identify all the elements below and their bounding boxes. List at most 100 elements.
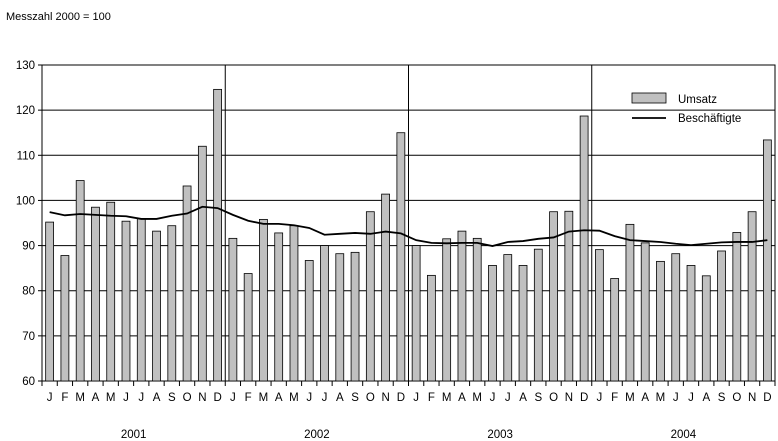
legend-label-beschaeftigte: Beschäftigte <box>678 113 741 125</box>
bar-umsatz <box>442 238 452 382</box>
y-tick-label: 130 <box>16 60 35 72</box>
bar-umsatz <box>365 211 375 382</box>
x-tick-label: A <box>519 392 527 404</box>
x-tick-label: M <box>106 392 116 404</box>
x-tick-label: J <box>413 392 419 404</box>
x-tick-label: A <box>641 392 649 404</box>
x-tick-label: D <box>580 392 588 404</box>
x-tick-label: S <box>718 392 726 404</box>
x-tick-label: J <box>306 392 312 404</box>
chart-subtitle: Messzahl 2000 = 100 <box>6 11 111 23</box>
x-tick-label: N <box>748 392 756 404</box>
x-tick-label: O <box>366 392 375 404</box>
bar-umsatz <box>91 206 100 382</box>
x-tick-label: J <box>322 392 328 404</box>
bar-umsatz <box>381 193 390 382</box>
x-tick-label: N <box>198 392 206 404</box>
bar-umsatz <box>121 220 131 382</box>
x-tick-label: N <box>565 392 573 404</box>
y-tick-label: 110 <box>17 150 35 162</box>
x-tick-label: A <box>275 392 283 404</box>
bar-umsatz <box>640 242 650 382</box>
year-label: 2003 <box>487 429 513 441</box>
x-tick-label: S <box>168 392 176 404</box>
x-tick-label: F <box>611 392 618 404</box>
bar-umsatz <box>228 237 238 382</box>
x-tick-label: N <box>381 392 389 404</box>
bar-umsatz <box>106 201 116 382</box>
bar-umsatz <box>457 230 467 382</box>
bar-umsatz <box>503 254 513 382</box>
y-tick-label: 80 <box>22 286 35 298</box>
line-beschaeftigte <box>49 205 768 247</box>
x-tick-label: M <box>472 392 482 404</box>
x-tick-label: J <box>47 392 53 404</box>
y-tick-label: 60 <box>22 376 35 388</box>
legend-label-umsatz: Umsatz <box>678 94 717 106</box>
bar-umsatz <box>595 249 604 382</box>
bar-umsatz <box>152 230 161 382</box>
x-tick-label: D <box>213 392 221 404</box>
bar-umsatz <box>564 210 574 382</box>
bar-umsatz <box>549 211 558 382</box>
year-label: 2004 <box>671 429 697 441</box>
bar-umsatz <box>213 88 222 382</box>
bar-umsatz <box>732 232 742 382</box>
bar-umsatz <box>472 237 482 382</box>
x-tick-label: J <box>688 392 694 404</box>
y-tick-label: 70 <box>22 331 35 343</box>
x-tick-label: A <box>458 392 466 404</box>
bar-umsatz <box>243 273 253 382</box>
bar-umsatz <box>182 185 192 382</box>
x-tick-label: O <box>183 392 192 404</box>
x-tick-label: J <box>673 392 679 404</box>
bar-umsatz <box>136 218 146 382</box>
x-tick-label: D <box>763 392 771 404</box>
x-tick-label: A <box>92 392 100 404</box>
bar-umsatz <box>45 221 55 382</box>
bar-umsatz <box>167 225 177 382</box>
bar-umsatz <box>411 245 421 382</box>
x-tick-label: O <box>549 392 558 404</box>
bar-umsatz <box>75 180 85 382</box>
x-tick-label: A <box>153 392 161 404</box>
bar-umsatz <box>518 265 528 382</box>
x-tick-label: M <box>289 392 299 404</box>
bar-umsatz <box>656 260 665 382</box>
bar-umsatz <box>335 253 345 382</box>
x-tick-label: F <box>245 392 252 404</box>
x-tick-label: M <box>656 392 666 404</box>
y-tick-label: 100 <box>16 195 35 207</box>
x-tick-label: J <box>230 392 236 404</box>
x-tick-label: O <box>732 392 741 404</box>
y-tick-label: 120 <box>16 105 35 117</box>
bar-umsatz <box>671 253 681 382</box>
bar-umsatz <box>488 265 497 382</box>
bar-umsatz <box>60 255 70 382</box>
year-label: 2002 <box>304 429 330 441</box>
bar-umsatz <box>610 278 620 382</box>
bar-umsatz <box>350 251 360 382</box>
x-tick-label: A <box>702 392 710 404</box>
x-tick-label: F <box>61 392 68 404</box>
x-tick-label: S <box>534 392 542 404</box>
x-tick-label: J <box>597 392 603 404</box>
bar-umsatz <box>396 132 406 382</box>
bar-umsatz <box>579 115 589 382</box>
bar-umsatz <box>747 211 757 382</box>
bar-umsatz <box>197 145 207 382</box>
bar-umsatz <box>289 225 299 382</box>
bar-umsatz <box>259 218 268 382</box>
x-tick-label: J <box>123 392 129 404</box>
x-tick-label: D <box>397 392 405 404</box>
bar-umsatz <box>625 223 635 382</box>
x-tick-label: J <box>505 392 511 404</box>
bar-umsatz <box>701 275 711 382</box>
bar-umsatz <box>304 260 314 382</box>
x-tick-label: M <box>625 392 635 404</box>
x-tick-label: M <box>259 392 269 404</box>
year-label: 2001 <box>121 429 147 441</box>
bar-umsatz <box>274 232 284 382</box>
x-tick-label: M <box>442 392 452 404</box>
